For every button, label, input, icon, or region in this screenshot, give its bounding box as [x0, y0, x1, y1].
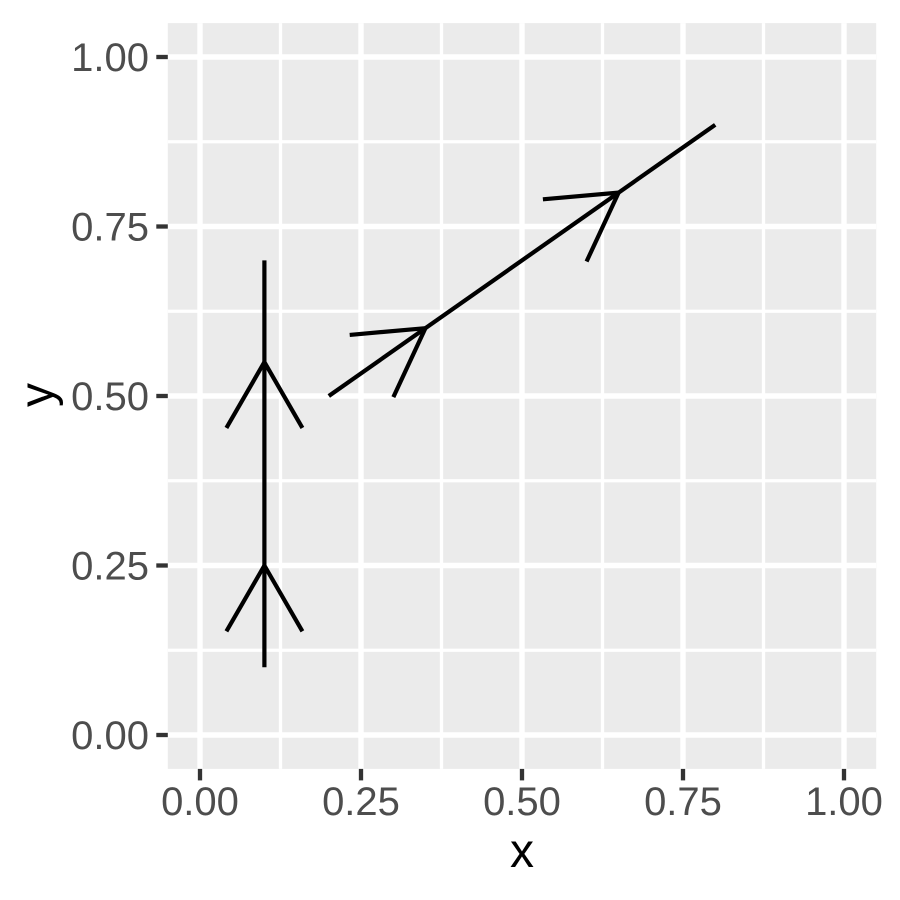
- y-tick-label: 1.00: [71, 36, 149, 80]
- arrowhead-barb: [542, 190, 619, 202]
- x-tick-label: 1.00: [805, 780, 883, 824]
- x-tick-label: 0.75: [644, 780, 722, 824]
- x-tick-label: 0.50: [483, 780, 561, 824]
- arrowhead-barb: [391, 327, 428, 399]
- x-tick-label: 0.25: [322, 780, 400, 824]
- arrowhead-barb: [224, 361, 267, 429]
- y-tick-label: 0.25: [71, 545, 149, 589]
- plot-layers: 0.00 0.25 0.50 0.75 1.00 0.00 0.25 0.50 0.75 1.00: [71, 23, 883, 824]
- x-axis-title: x: [510, 825, 534, 878]
- arrowhead-barb: [262, 564, 305, 633]
- arrowhead-barb: [584, 191, 621, 263]
- diagonal-arrow-path: [327, 123, 717, 398]
- y-tick-label: 0.75: [71, 206, 149, 250]
- arrowhead-barb: [349, 326, 426, 337]
- arrowhead-barb: [262, 361, 305, 429]
- y-tick-label: 0.50: [71, 375, 149, 419]
- x-tick-label: 0.00: [161, 780, 239, 824]
- y-tick-label: 0.00: [71, 714, 149, 758]
- y-axis-title: y: [11, 383, 64, 407]
- arrowhead-barb: [224, 564, 267, 633]
